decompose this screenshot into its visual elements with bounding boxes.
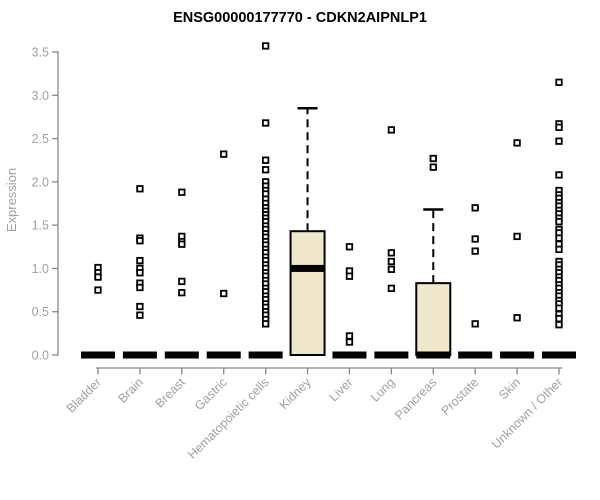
outlier-point xyxy=(555,304,563,312)
box-group-gastric xyxy=(206,150,241,359)
outlier-point xyxy=(471,247,479,255)
x-tick-label: Gastric xyxy=(192,375,230,413)
outlier-point xyxy=(513,314,521,322)
outlier-point xyxy=(261,42,270,50)
y-axis-title: Expression xyxy=(4,168,19,232)
outlier-point xyxy=(136,237,144,245)
x-tick-label: Breast xyxy=(152,375,188,411)
outlier-point xyxy=(429,163,437,171)
outlier-point xyxy=(178,188,186,196)
outlier-point xyxy=(94,286,102,294)
y-tick-label: 1.0 xyxy=(32,262,49,276)
outlier-point xyxy=(555,218,563,226)
x-tick-label: Skin xyxy=(496,375,523,402)
outlier-point xyxy=(136,283,144,292)
box-group-prostate xyxy=(458,204,493,359)
collapsed-box xyxy=(206,351,241,359)
box-group-hematopoietic-cells xyxy=(248,42,283,359)
y-tick-label: 3.5 xyxy=(32,46,49,60)
collapsed-box xyxy=(458,351,493,359)
outlier-point xyxy=(136,269,144,277)
box-group-kidney xyxy=(289,107,326,356)
outlier-point xyxy=(136,185,144,193)
x-tick-label: Lung xyxy=(368,375,398,405)
collapsed-box xyxy=(122,351,157,359)
y-tick-label: 1.5 xyxy=(32,219,49,233)
x-tick-label: Kidney xyxy=(277,375,314,412)
outlier-point xyxy=(136,302,144,311)
collapsed-box xyxy=(500,351,535,359)
collapsed-box xyxy=(374,351,409,359)
outlier-point xyxy=(471,320,479,328)
outlier-point xyxy=(555,321,563,329)
outlier-point xyxy=(220,289,228,298)
outlier-point xyxy=(261,320,270,328)
outlier-point xyxy=(555,78,563,86)
x-tick-label: Brain xyxy=(115,375,146,406)
y-tick-label: 3.0 xyxy=(32,89,49,103)
box-group-liver xyxy=(332,243,367,359)
outlier-point xyxy=(387,265,396,273)
outlier-point xyxy=(471,204,479,212)
collapsed-box xyxy=(542,351,577,359)
outlier-point xyxy=(555,234,563,242)
box-group-skin xyxy=(500,139,535,359)
outlier-point xyxy=(345,338,354,346)
chart-title: ENSG00000177770 - CDKN2AIPNLP1 xyxy=(173,10,427,26)
outlier-point xyxy=(429,154,437,163)
median-line xyxy=(290,264,325,272)
outlier-point xyxy=(471,235,479,243)
x-tick-label: Liver xyxy=(327,375,356,404)
collapsed-box xyxy=(81,351,115,359)
plot-area xyxy=(81,42,577,359)
outlier-point xyxy=(261,156,270,164)
outlier-point xyxy=(513,232,521,241)
outlier-point xyxy=(555,245,563,254)
y-tick-label: 0.5 xyxy=(32,305,49,319)
outlier-point xyxy=(387,284,396,292)
outlier-point xyxy=(555,137,563,145)
median-line xyxy=(416,351,451,359)
outlier-point xyxy=(178,289,186,297)
y-tick-label: 2.0 xyxy=(32,175,49,189)
outlier-point xyxy=(345,332,354,340)
outlier-point xyxy=(136,311,144,319)
outlier-point xyxy=(94,273,102,281)
outlier-point xyxy=(387,249,396,257)
outlier-point xyxy=(261,166,270,174)
y-tick-label: 0.0 xyxy=(32,349,49,363)
box-group-pancreas xyxy=(415,154,452,359)
outlier-point xyxy=(555,171,563,179)
outlier-point xyxy=(555,314,563,323)
outlier-point xyxy=(555,123,563,131)
outlier-point xyxy=(387,257,396,266)
x-tick-label: Unknown / Other xyxy=(489,375,565,451)
outlier-point xyxy=(513,139,521,147)
collapsed-box xyxy=(248,351,283,359)
box-group-brain xyxy=(122,185,157,359)
y-tick-label: 2.5 xyxy=(32,132,49,146)
outlier-point xyxy=(220,150,228,158)
x-tick-label: Hematopoietic cells xyxy=(185,375,272,462)
outlier-point xyxy=(345,272,354,280)
box-group-breast xyxy=(164,188,199,359)
x-tick-label: Bladder xyxy=(64,375,104,415)
collapsed-box xyxy=(332,351,367,359)
outlier-point xyxy=(345,243,354,251)
box-group-bladder xyxy=(81,263,115,359)
outlier-point xyxy=(178,240,186,248)
outlier-point xyxy=(261,119,270,127)
collapsed-box xyxy=(164,351,199,359)
box-group-unknown-other xyxy=(542,78,577,359)
outlier-point xyxy=(136,256,144,265)
box-group-lung xyxy=(374,126,409,359)
box xyxy=(415,282,452,357)
x-tick-label: Prostate xyxy=(438,375,481,418)
outlier-point xyxy=(387,126,396,134)
x-tick-label: Pancreas xyxy=(392,375,439,422)
outlier-point xyxy=(178,277,186,286)
box xyxy=(289,230,326,356)
